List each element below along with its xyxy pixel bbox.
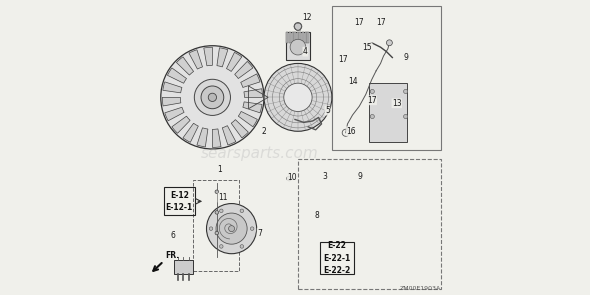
Circle shape bbox=[160, 46, 264, 149]
Text: 4: 4 bbox=[303, 47, 308, 56]
Text: 8: 8 bbox=[314, 211, 320, 220]
Bar bbox=[369, 83, 407, 142]
Bar bbox=[174, 260, 194, 274]
Circle shape bbox=[201, 86, 224, 109]
Circle shape bbox=[216, 213, 247, 244]
Bar bbox=[291, 32, 294, 43]
Circle shape bbox=[404, 89, 408, 94]
Bar bbox=[193, 180, 239, 271]
Bar bbox=[286, 32, 310, 60]
Bar bbox=[304, 32, 307, 43]
Polygon shape bbox=[217, 48, 228, 67]
Text: 16: 16 bbox=[346, 127, 356, 136]
Circle shape bbox=[371, 114, 374, 119]
Bar bbox=[332, 6, 441, 150]
Text: searsparts.com: searsparts.com bbox=[201, 146, 319, 161]
Text: 1: 1 bbox=[217, 165, 222, 174]
Circle shape bbox=[215, 190, 218, 194]
Text: 9: 9 bbox=[358, 172, 362, 181]
Polygon shape bbox=[165, 107, 184, 121]
Circle shape bbox=[215, 211, 218, 214]
Circle shape bbox=[264, 63, 332, 131]
Circle shape bbox=[228, 226, 235, 232]
Text: 11: 11 bbox=[218, 193, 228, 202]
Circle shape bbox=[287, 176, 291, 181]
Text: FR.: FR. bbox=[165, 251, 179, 260]
Polygon shape bbox=[162, 97, 181, 106]
Bar bbox=[294, 32, 296, 43]
Bar bbox=[299, 32, 301, 43]
Polygon shape bbox=[231, 120, 248, 138]
Bar bbox=[302, 32, 304, 43]
Polygon shape bbox=[168, 68, 186, 83]
Polygon shape bbox=[189, 50, 202, 69]
Polygon shape bbox=[222, 126, 236, 145]
Polygon shape bbox=[244, 89, 263, 97]
Polygon shape bbox=[212, 129, 221, 148]
Circle shape bbox=[294, 23, 301, 30]
Circle shape bbox=[284, 83, 312, 112]
Text: 7: 7 bbox=[257, 229, 262, 237]
Text: 15: 15 bbox=[362, 43, 372, 52]
Circle shape bbox=[215, 231, 218, 235]
Circle shape bbox=[208, 93, 217, 101]
Text: 17: 17 bbox=[338, 55, 348, 63]
Text: 14: 14 bbox=[348, 77, 358, 86]
Text: 12: 12 bbox=[302, 13, 312, 22]
Text: 13: 13 bbox=[392, 99, 402, 108]
Text: 17: 17 bbox=[367, 96, 376, 105]
Circle shape bbox=[371, 89, 374, 94]
Circle shape bbox=[219, 209, 223, 213]
Text: 3: 3 bbox=[322, 172, 327, 181]
Polygon shape bbox=[243, 102, 262, 113]
Text: 10: 10 bbox=[287, 173, 297, 181]
Text: 2: 2 bbox=[261, 127, 267, 136]
Polygon shape bbox=[163, 82, 182, 93]
Polygon shape bbox=[197, 128, 208, 147]
Text: ZM00E1903A: ZM00E1903A bbox=[400, 286, 441, 291]
Text: E-12
E-12-1: E-12 E-12-1 bbox=[166, 191, 193, 212]
Bar bbox=[307, 32, 309, 43]
Polygon shape bbox=[227, 53, 242, 71]
Polygon shape bbox=[176, 57, 194, 75]
Bar bbox=[289, 32, 291, 43]
Bar bbox=[297, 32, 299, 43]
Circle shape bbox=[219, 245, 223, 248]
Circle shape bbox=[290, 39, 306, 55]
Text: 17: 17 bbox=[376, 18, 386, 27]
Text: E-22
E-22-1
E-22-2: E-22 E-22-1 E-22-2 bbox=[323, 241, 350, 275]
Circle shape bbox=[194, 79, 231, 115]
Bar bbox=[298, 159, 441, 289]
Text: 6: 6 bbox=[170, 232, 175, 240]
Circle shape bbox=[240, 209, 244, 213]
Bar bbox=[320, 242, 354, 274]
Text: 17: 17 bbox=[355, 18, 364, 27]
Polygon shape bbox=[172, 116, 190, 133]
Circle shape bbox=[240, 245, 244, 248]
Polygon shape bbox=[183, 123, 198, 142]
Polygon shape bbox=[238, 112, 257, 127]
Circle shape bbox=[206, 204, 257, 254]
Bar bbox=[163, 187, 195, 215]
Text: 5: 5 bbox=[325, 106, 330, 115]
Polygon shape bbox=[235, 61, 253, 78]
Polygon shape bbox=[204, 47, 212, 66]
Polygon shape bbox=[241, 74, 260, 87]
Circle shape bbox=[404, 114, 408, 119]
Text: 9: 9 bbox=[403, 53, 408, 62]
Circle shape bbox=[250, 227, 254, 230]
Circle shape bbox=[386, 40, 392, 46]
Bar bbox=[286, 32, 289, 43]
Circle shape bbox=[209, 227, 213, 230]
